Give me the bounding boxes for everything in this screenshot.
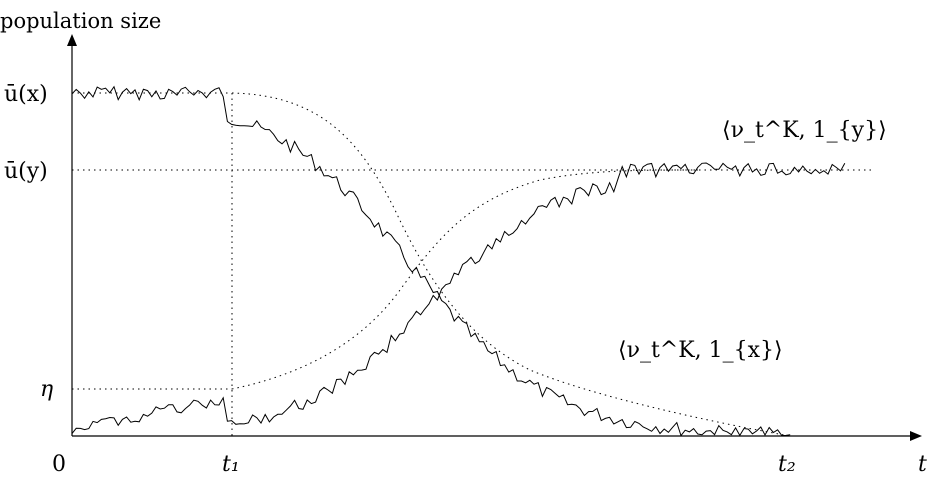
x-tick-t2: t₂ bbox=[778, 452, 796, 477]
y-tick-ux: ū(x) bbox=[4, 82, 48, 107]
deterministic-x-curve bbox=[231, 92, 791, 437]
x-axis-arrow bbox=[910, 431, 922, 441]
curve-label-x: ⟨ν_t^K, 1_{x}⟩ bbox=[618, 338, 783, 363]
y-axis-arrow bbox=[67, 34, 77, 46]
noisy-curve-y bbox=[71, 162, 846, 434]
x-tick-t1: t₁ bbox=[222, 452, 240, 477]
noisy-curve-x bbox=[71, 85, 791, 437]
y-axis-label: population size bbox=[0, 9, 161, 33]
x-axis-label: t bbox=[918, 452, 927, 477]
y-tick-uy: ū(y) bbox=[4, 159, 48, 184]
deterministic-y-curve bbox=[231, 169, 701, 390]
y-tick-eta: η bbox=[40, 377, 53, 402]
curve-label-y: ⟨ν_t^K, 1_{y}⟩ bbox=[722, 118, 887, 143]
origin-label: 0 bbox=[52, 452, 66, 477]
